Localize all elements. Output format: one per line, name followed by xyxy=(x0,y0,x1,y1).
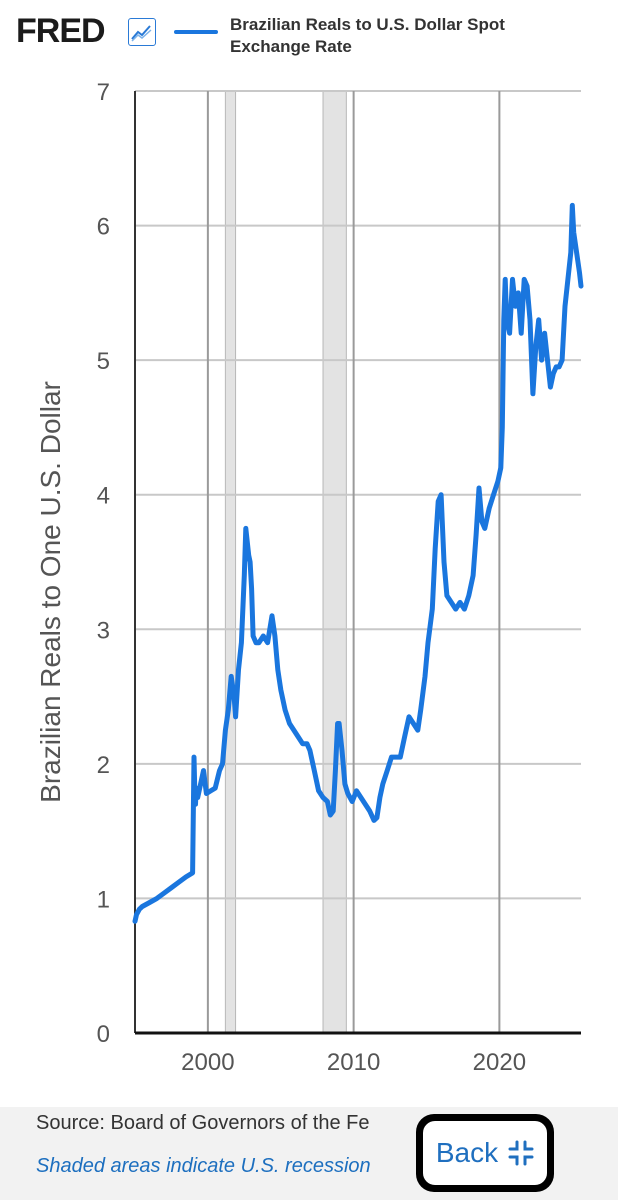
series-line-0 xyxy=(132,202,584,924)
x-tick-label: 2010 xyxy=(327,1049,380,1076)
x-tick-label: 2000 xyxy=(181,1049,234,1076)
header: FRED Brazilian Reals to U.S. Dollar Spot… xyxy=(0,0,618,70)
fred-logo[interactable]: FRED xyxy=(16,12,106,50)
y-tick-label: 0 xyxy=(97,1021,110,1048)
legend-label-line1: Brazilian Reals to U.S. Dollar Spot xyxy=(230,15,505,34)
y-tick-label: 7 xyxy=(97,79,110,106)
y-tick-label: 1 xyxy=(97,886,110,913)
y-tick-label: 3 xyxy=(97,617,110,644)
legend-label: Brazilian Reals to U.S. Dollar Spot Exch… xyxy=(230,14,530,58)
source-text: Source: Board of Governors of the Fe xyxy=(36,1112,370,1134)
y-axis-label: Brazilian Reals to One U.S. Dollar xyxy=(35,381,66,803)
y-tick-label: 6 xyxy=(97,214,110,241)
trend-chart-icon xyxy=(128,18,156,46)
recession-band-0 xyxy=(224,90,237,1034)
recession-band-1 xyxy=(322,90,347,1034)
y-tick-label: 4 xyxy=(97,483,110,510)
back-label: Back xyxy=(435,1137,499,1168)
legend-label-line2: Exchange Rate xyxy=(230,37,352,56)
back-button[interactable]: Back xyxy=(416,1114,554,1192)
chart: 0 1 2 3 4 5 6 7 2000 2010 2020 Brazilian Reals to O… xyxy=(35,79,584,1076)
back-button-inner[interactable]: Back xyxy=(421,1119,549,1187)
y-tick-label: 5 xyxy=(97,348,110,375)
collapse-arrows-icon xyxy=(508,1140,534,1166)
y-tick-label: 2 xyxy=(97,752,110,779)
legend-swatch xyxy=(174,30,218,34)
recession-note: Shaded areas indicate U.S. recession xyxy=(36,1155,371,1177)
x-tick-label: 2020 xyxy=(473,1049,526,1076)
